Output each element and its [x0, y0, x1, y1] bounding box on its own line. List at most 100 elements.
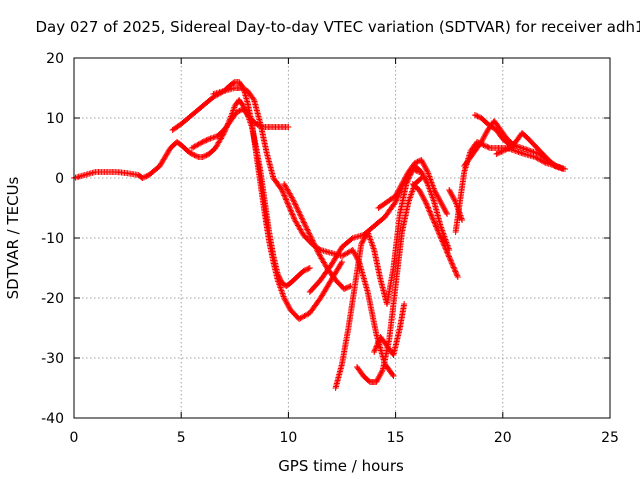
data-point: [449, 192, 456, 199]
data-point: [389, 371, 396, 378]
data-point: [233, 109, 240, 115]
data-point: [431, 188, 438, 195]
x-tick-label: 15: [387, 430, 405, 446]
y-tick-label: -10: [41, 231, 64, 247]
data-point: [342, 285, 349, 292]
data-point: [429, 215, 436, 222]
data-point: [300, 219, 307, 226]
data-point: [305, 229, 312, 236]
data-point: [376, 373, 383, 380]
data-point: [396, 186, 403, 193]
data-point: [432, 220, 438, 227]
data-point: [426, 208, 433, 215]
x-tick-labels: 0 5 10 15 20 25: [70, 430, 619, 446]
data-point: [299, 216, 306, 223]
data-series: [446, 187, 466, 223]
data-point: [446, 187, 453, 193]
data-point: [303, 266, 309, 273]
data-point: [298, 215, 305, 222]
data-point: [295, 208, 302, 215]
y-tick-label: -30: [41, 351, 64, 367]
data-point: [422, 199, 429, 205]
data-point: [423, 200, 430, 207]
data-point: [372, 346, 379, 353]
data-point: [427, 209, 434, 216]
data-point: [285, 202, 292, 208]
data-point: [348, 236, 355, 242]
data-point: [450, 264, 457, 271]
data-point: [450, 263, 457, 270]
data-point: [485, 144, 492, 151]
data-point: [242, 86, 249, 93]
chart-title: Day 027 of 2025, Sidereal Day-to-day VTE…: [35, 18, 640, 36]
data-point: [421, 163, 428, 170]
data-point: [510, 145, 517, 151]
data-point: [453, 271, 460, 278]
data-point: [479, 137, 486, 144]
data-point: [202, 152, 209, 159]
data-point: [435, 195, 442, 201]
data-point: [314, 248, 321, 255]
data-point: [288, 210, 295, 217]
data-point: [308, 236, 315, 243]
data-point: [283, 197, 290, 204]
data-point: [429, 214, 435, 220]
data-point: [374, 377, 380, 384]
data-series: [493, 130, 566, 172]
data-point: [295, 207, 301, 214]
data-point: [349, 247, 356, 253]
data-point: [446, 253, 452, 260]
data-point: [203, 152, 210, 159]
data-point: [290, 212, 297, 219]
data-point: [497, 149, 504, 156]
data-point: [279, 187, 285, 193]
data-point: [308, 234, 315, 241]
data-point: [442, 245, 449, 252]
data-point: [310, 238, 317, 245]
y-tick-label: -40: [41, 411, 64, 427]
data-point: [430, 216, 437, 223]
data-series: [332, 166, 423, 391]
data-point: [421, 196, 428, 203]
data-point: [309, 237, 316, 244]
data-point: [200, 153, 207, 160]
data-series: [371, 301, 408, 358]
data-point: [474, 113, 481, 120]
data-point: [483, 129, 490, 136]
data-point: [443, 209, 450, 216]
data-point: [447, 256, 454, 263]
data-point: [416, 169, 423, 175]
data-series: [210, 85, 397, 379]
data-point: [499, 148, 506, 154]
data-point: [445, 252, 452, 259]
data-point: [450, 195, 457, 201]
data-point: [396, 185, 403, 191]
data-point: [374, 340, 381, 347]
data-point: [286, 203, 292, 210]
data-point: [448, 260, 455, 267]
data-point: [401, 177, 408, 183]
x-tick-label: 0: [70, 430, 79, 446]
x-tick-label: 20: [494, 430, 512, 446]
x-axis-label: GPS time / hours: [278, 457, 404, 475]
data-point: [313, 245, 320, 252]
data-point: [498, 148, 505, 155]
data-point: [304, 226, 311, 233]
data-point: [411, 160, 418, 166]
data-point: [359, 239, 365, 246]
data-point: [434, 193, 441, 200]
data-point: [390, 373, 397, 379]
data-point: [376, 372, 383, 379]
data-point: [395, 187, 402, 194]
data-point: [312, 244, 319, 251]
data-point: [289, 196, 296, 202]
data-point: [419, 193, 426, 200]
data-point: [400, 178, 407, 185]
data-point: [449, 193, 456, 200]
data-point: [373, 379, 380, 385]
data-series: [452, 139, 568, 235]
data-point: [436, 196, 443, 203]
data-point: [431, 187, 438, 193]
data-point: [291, 215, 298, 222]
data-point: [434, 226, 441, 233]
